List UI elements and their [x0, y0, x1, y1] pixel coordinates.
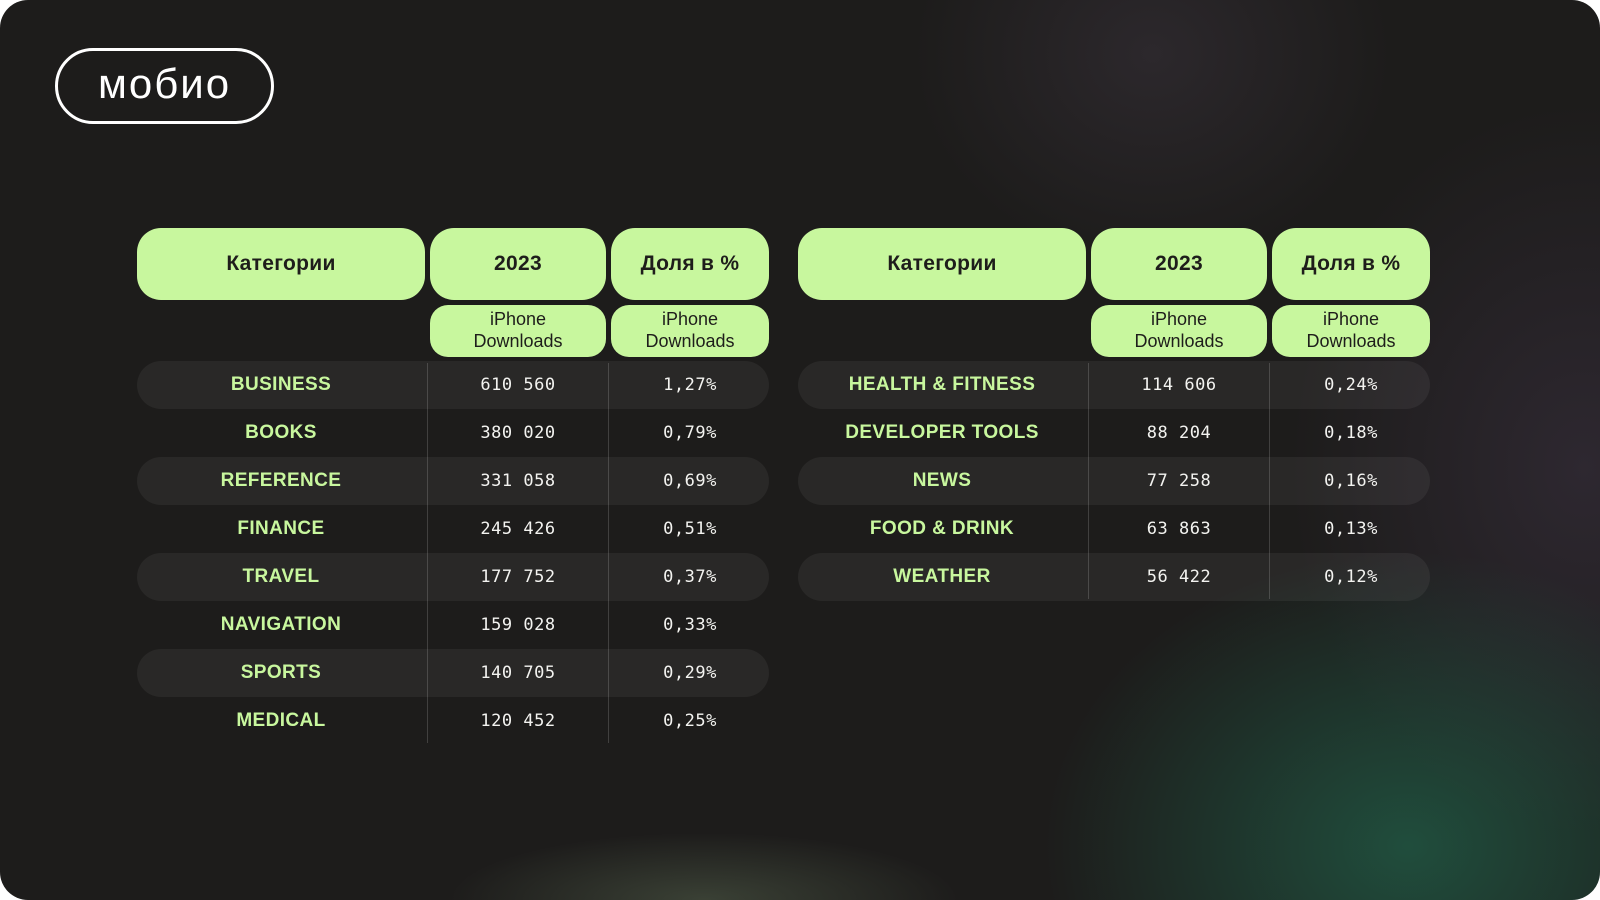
table-header-row: Категории 2023 Доля в % [137, 228, 769, 300]
downloads-cell: 88 204 [1146, 423, 1212, 443]
table-body: HEALTH & FITNESS 114 606 0,24% DEVELOPER… [798, 361, 1430, 601]
header-year: 2023 [430, 228, 606, 300]
share-cell: 0,13% [1324, 519, 1378, 539]
table-row: TRAVEL 177 752 0,37% [137, 553, 769, 601]
table-row: SPORTS 140 705 0,29% [137, 649, 769, 697]
table-row: BUSINESS 610 560 1,27% [137, 361, 769, 409]
share-cell: 0,33% [663, 615, 717, 635]
downloads-cell: 77 258 [1146, 471, 1212, 491]
downloads-cell: 331 058 [480, 471, 556, 491]
column-divider [1088, 363, 1089, 599]
downloads-cell: 159 028 [480, 615, 556, 635]
downloads-cell: 177 752 [480, 567, 556, 587]
category-cell: TRAVEL [242, 566, 320, 587]
downloads-cell: 114 606 [1141, 375, 1217, 395]
column-divider [427, 363, 428, 743]
category-cell: FOOD & DRINK [869, 518, 1015, 539]
table-body: BUSINESS 610 560 1,27% BOOKS 380 020 0,7… [137, 361, 769, 745]
subheader-iphone-downloads: iPhone Downloads [430, 305, 606, 357]
share-cell: 1,27% [663, 375, 717, 395]
downloads-cell: 56 422 [1146, 567, 1212, 587]
categories-table-left: Категории 2023 Доля в % iPhone Downloads… [137, 228, 769, 745]
table-row: DEVELOPER TOOLS 88 204 0,18% [798, 409, 1430, 457]
share-cell: 0,16% [1324, 471, 1378, 491]
table-row: FINANCE 245 426 0,51% [137, 505, 769, 553]
share-cell: 0,29% [663, 663, 717, 683]
category-cell: DEVELOPER TOOLS [845, 422, 1039, 443]
share-cell: 0,18% [1324, 423, 1378, 443]
category-cell: MEDICAL [236, 710, 326, 731]
downloads-cell: 610 560 [480, 375, 556, 395]
category-cell: NEWS [912, 470, 972, 491]
downloads-cell: 140 705 [480, 663, 556, 683]
table-row: BOOKS 380 020 0,79% [137, 409, 769, 457]
table-row: FOOD & DRINK 63 863 0,13% [798, 505, 1430, 553]
table-row: NAVIGATION 159 028 0,33% [137, 601, 769, 649]
category-cell: BUSINESS [230, 374, 332, 395]
subheader-spacer [798, 305, 1086, 357]
downloads-cell: 380 020 [480, 423, 556, 443]
table-row: MEDICAL 120 452 0,25% [137, 697, 769, 745]
category-cell: HEALTH & FITNESS [848, 374, 1036, 395]
downloads-cell: 245 426 [480, 519, 556, 539]
header-year: 2023 [1091, 228, 1267, 300]
share-cell: 0,25% [663, 711, 717, 731]
table-header-row: Категории 2023 Доля в % [798, 228, 1430, 300]
header-categories: Категории [798, 228, 1086, 300]
share-cell: 0,79% [663, 423, 717, 443]
share-cell: 0,12% [1324, 567, 1378, 587]
share-cell: 0,69% [663, 471, 717, 491]
share-cell: 0,37% [663, 567, 717, 587]
categories-table-right: Категории 2023 Доля в % iPhone Downloads… [798, 228, 1430, 601]
downloads-cell: 63 863 [1146, 519, 1212, 539]
header-share: Доля в % [1272, 228, 1430, 300]
subheader-iphone-downloads: iPhone Downloads [1091, 305, 1267, 357]
category-cell: NAVIGATION [220, 614, 342, 635]
mobio-logo: мобио [55, 48, 275, 124]
subheader-spacer [137, 305, 425, 357]
header-categories: Категории [137, 228, 425, 300]
category-cell: FINANCE [237, 518, 325, 539]
table-subheader-row: iPhone Downloads iPhone Downloads [137, 305, 769, 357]
table-row: HEALTH & FITNESS 114 606 0,24% [798, 361, 1430, 409]
subheader-iphone-downloads: iPhone Downloads [611, 305, 769, 357]
subheader-iphone-downloads: iPhone Downloads [1272, 305, 1430, 357]
category-cell: SPORTS [240, 662, 322, 683]
category-cell: BOOKS [245, 422, 317, 443]
downloads-cell: 120 452 [480, 711, 556, 731]
column-divider [1269, 363, 1270, 599]
table-row: WEATHER 56 422 0,12% [798, 553, 1430, 601]
category-cell: REFERENCE [220, 470, 342, 491]
table-subheader-row: iPhone Downloads iPhone Downloads [798, 305, 1430, 357]
table-row: NEWS 77 258 0,16% [798, 457, 1430, 505]
category-cell: WEATHER [893, 566, 991, 587]
share-cell: 0,51% [663, 519, 717, 539]
share-cell: 0,24% [1324, 375, 1378, 395]
column-divider [608, 363, 609, 743]
header-share: Доля в % [611, 228, 769, 300]
table-row: REFERENCE 331 058 0,69% [137, 457, 769, 505]
